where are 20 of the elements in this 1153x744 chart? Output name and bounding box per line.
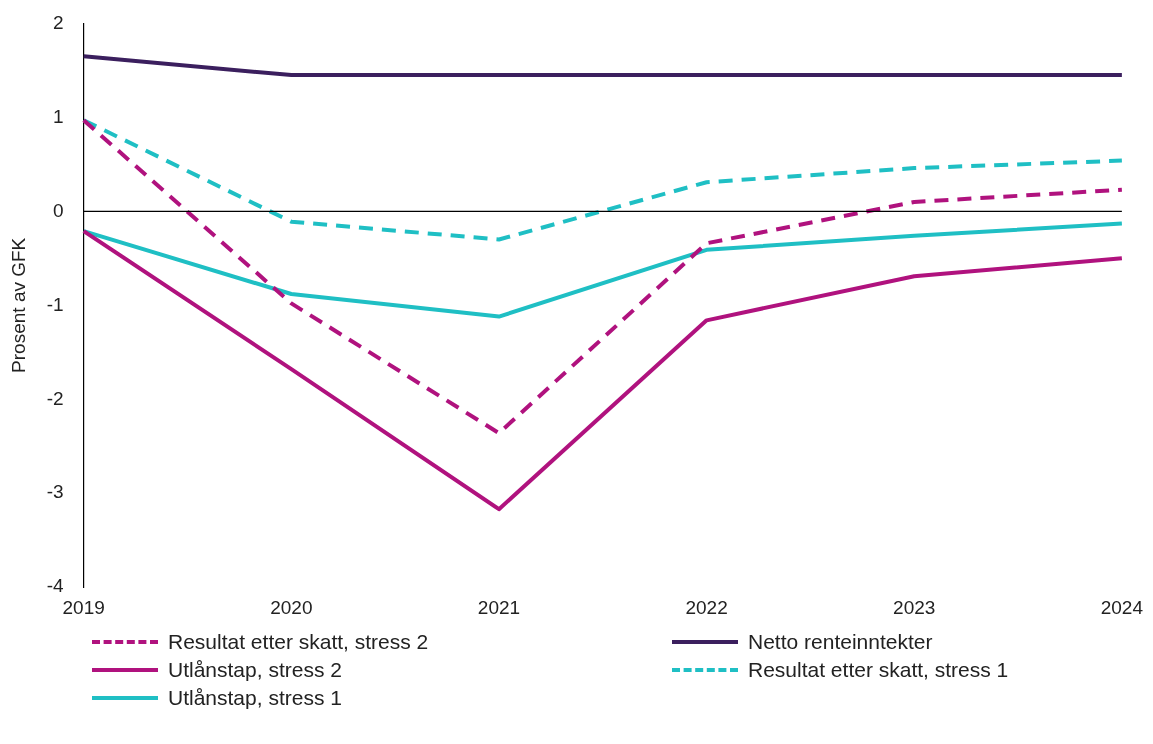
y-tick-label: -2 bbox=[46, 387, 64, 409]
legend-label: Resultat etter skatt, stress 1 bbox=[748, 658, 1009, 682]
y-tick-label: 1 bbox=[53, 105, 64, 127]
x-tick-label: 2020 bbox=[270, 596, 313, 618]
x-tick-label: 2021 bbox=[477, 596, 521, 618]
legend-label: Utlånstap, stress 2 bbox=[168, 658, 342, 682]
legend-label: Resultat etter skatt, stress 2 bbox=[168, 630, 429, 654]
y-tick-label: 2 bbox=[53, 11, 64, 33]
line-series bbox=[81, 118, 1124, 436]
y-tick-label: -4 bbox=[46, 575, 65, 597]
x-tick-label: 2024 bbox=[1100, 596, 1144, 618]
y-tick-label: -1 bbox=[46, 293, 64, 315]
y-tick-label: -3 bbox=[46, 481, 64, 503]
x-tick-label: 2019 bbox=[62, 596, 105, 618]
legend-label: Netto renteinntekter bbox=[748, 630, 933, 654]
legend-label: Utlånstap, stress 1 bbox=[168, 686, 342, 710]
y-tick-label: 0 bbox=[53, 199, 64, 221]
x-tick-label: 2023 bbox=[893, 596, 936, 618]
x-tick-label: 2022 bbox=[685, 596, 728, 618]
y-axis-title: Prosent av GFK bbox=[7, 237, 29, 373]
